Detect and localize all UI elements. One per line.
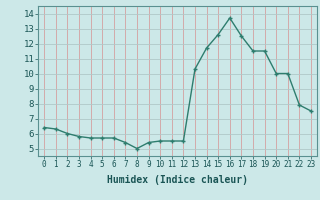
X-axis label: Humidex (Indice chaleur): Humidex (Indice chaleur) [107, 175, 248, 185]
